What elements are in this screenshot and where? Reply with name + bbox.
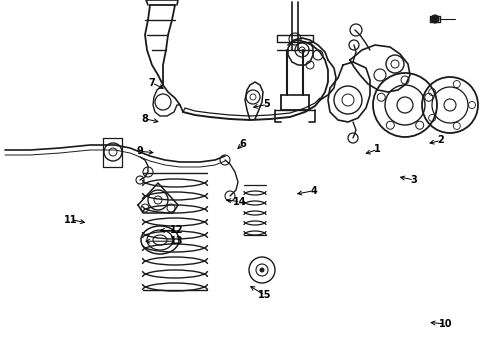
Circle shape	[260, 268, 264, 272]
Text: 12: 12	[170, 225, 183, 235]
Text: 14: 14	[233, 197, 247, 207]
Text: 11: 11	[64, 215, 78, 225]
Text: 15: 15	[258, 290, 271, 300]
Text: 10: 10	[439, 319, 453, 329]
Text: 8: 8	[141, 114, 148, 124]
Text: 13: 13	[170, 236, 183, 246]
Circle shape	[431, 15, 439, 23]
Text: 2: 2	[438, 135, 444, 145]
Text: 7: 7	[148, 78, 155, 88]
Text: 5: 5	[264, 99, 270, 109]
Text: 6: 6	[239, 139, 246, 149]
Text: 3: 3	[411, 175, 417, 185]
Text: 1: 1	[374, 144, 381, 154]
Text: 4: 4	[310, 186, 317, 196]
Text: 9: 9	[136, 146, 143, 156]
